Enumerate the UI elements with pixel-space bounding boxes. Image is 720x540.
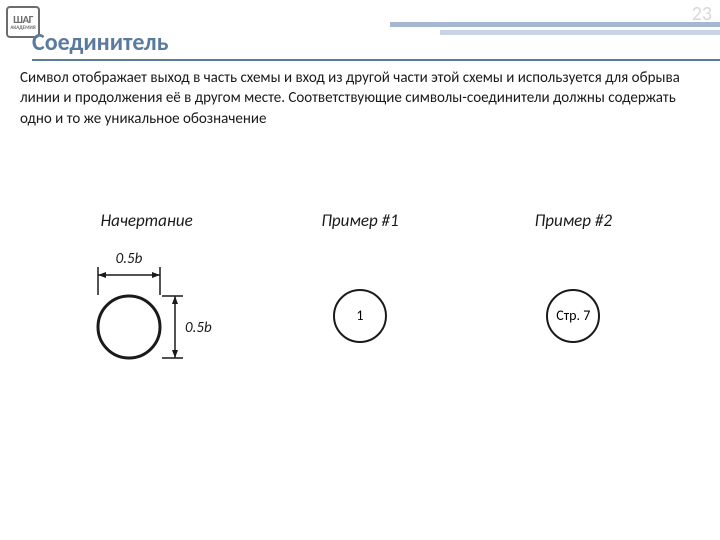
column-title: Пример #1	[321, 210, 398, 231]
connector-label: 1	[356, 309, 363, 324]
connector-shape-dimensioned: 0.5b 0.5b	[67, 249, 227, 389]
diagram-row: Начертание 0.5b 0.5b Пример #1	[0, 210, 720, 389]
diagram-column-example1: Пример #1 1	[260, 210, 460, 389]
diagram-column-shape: Начертание 0.5b 0.5b	[47, 210, 247, 389]
page-title: Соединитель	[32, 28, 720, 59]
dimension-label-top: 0.5b	[115, 250, 142, 268]
dimension-label-side: 0.5b	[185, 319, 212, 337]
decorative-bar	[390, 22, 720, 27]
logo-text-top: ШАГ	[13, 14, 33, 25]
connector-circle: Стр. 7	[546, 289, 600, 343]
description-text: Символ отображает выход в часть схемы и …	[20, 68, 700, 129]
title-block: Соединитель	[32, 28, 720, 61]
column-title: Начертание	[101, 210, 193, 231]
title-underline	[32, 59, 720, 61]
column-title: Пример #2	[535, 210, 612, 231]
connector-label: Стр. 7	[556, 309, 590, 324]
diagram-column-example2: Пример #2 Стр. 7	[473, 210, 673, 389]
connector-circle: 1	[333, 289, 387, 343]
